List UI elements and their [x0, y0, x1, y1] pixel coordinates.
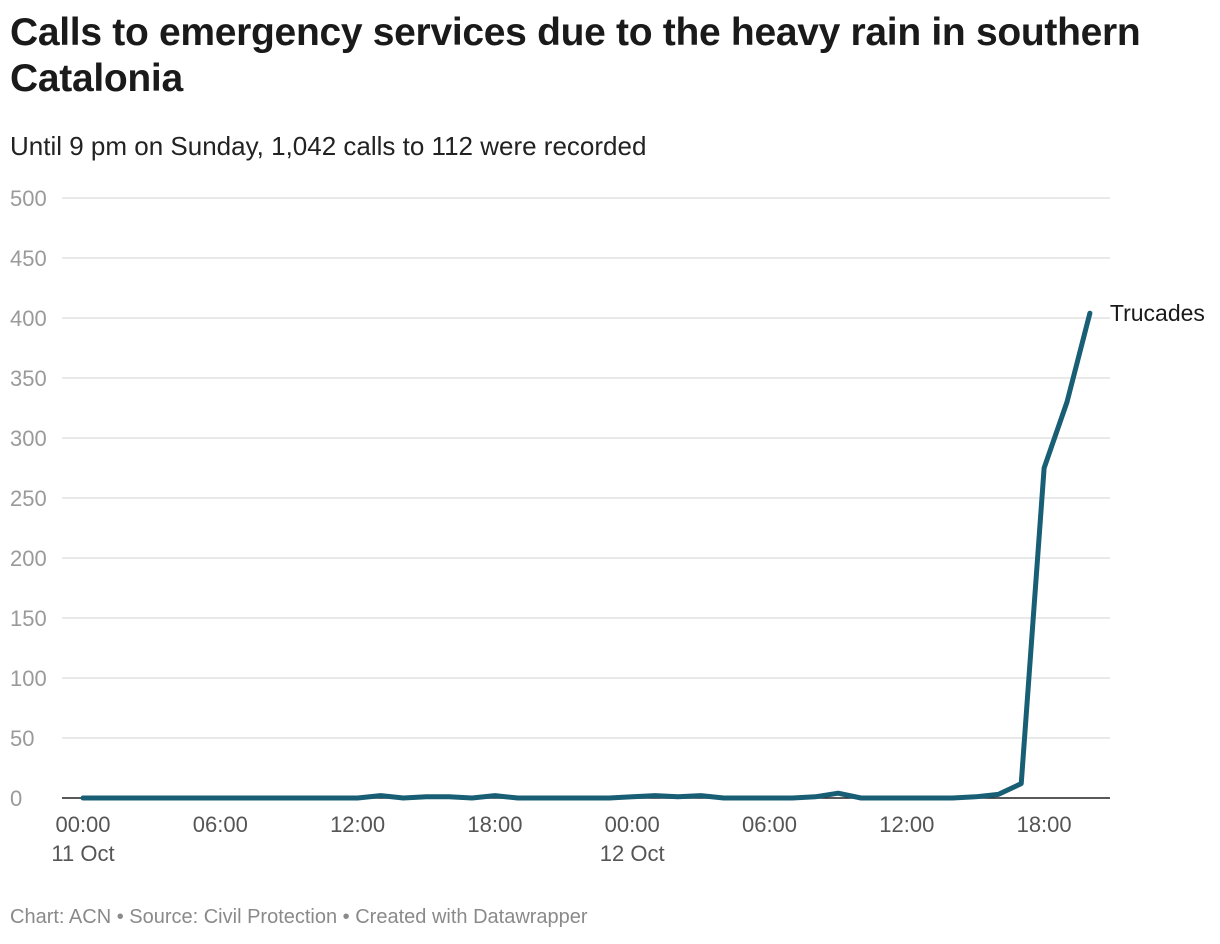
- x-tick-sublabel: 12 Oct: [600, 841, 665, 866]
- y-tick-label: 150: [10, 606, 47, 631]
- x-tick-label: 12:00: [330, 812, 385, 837]
- y-tick-label: 300: [10, 426, 47, 451]
- x-tick-label: 00:00: [55, 812, 110, 837]
- chart-title: Calls to emergency services due to the h…: [10, 11, 1141, 100]
- y-tick-label: 100: [10, 666, 47, 691]
- y-tick-label: 0: [10, 786, 22, 811]
- x-tick-label: 18:00: [1017, 812, 1072, 837]
- y-tick-label: 400: [10, 306, 47, 331]
- series-line-trucades: [80, 310, 1093, 801]
- y-tick-label: 200: [10, 546, 47, 571]
- y-tick-label: 350: [10, 366, 47, 391]
- chart-footer: Chart: ACN • Source: Civil Protection • …: [10, 906, 588, 928]
- y-tick-label: 500: [10, 186, 47, 211]
- chart-subtitle: Until 9 pm on Sunday, 1,042 calls to 112…: [10, 131, 647, 161]
- x-tick-label: 18:00: [467, 812, 522, 837]
- x-tick-label: 06:00: [193, 812, 248, 837]
- x-tick-sublabel: 11 Oct: [51, 841, 114, 866]
- y-tick-label: 450: [10, 246, 47, 271]
- x-tick-label: 06:00: [742, 812, 797, 837]
- y-tick-label: 50: [10, 726, 34, 751]
- x-tick-label: 12:00: [879, 812, 934, 837]
- y-tick-label: 250: [10, 486, 47, 511]
- x-tick-label: 00:00: [605, 812, 660, 837]
- series-label: Trucades: [1110, 300, 1205, 326]
